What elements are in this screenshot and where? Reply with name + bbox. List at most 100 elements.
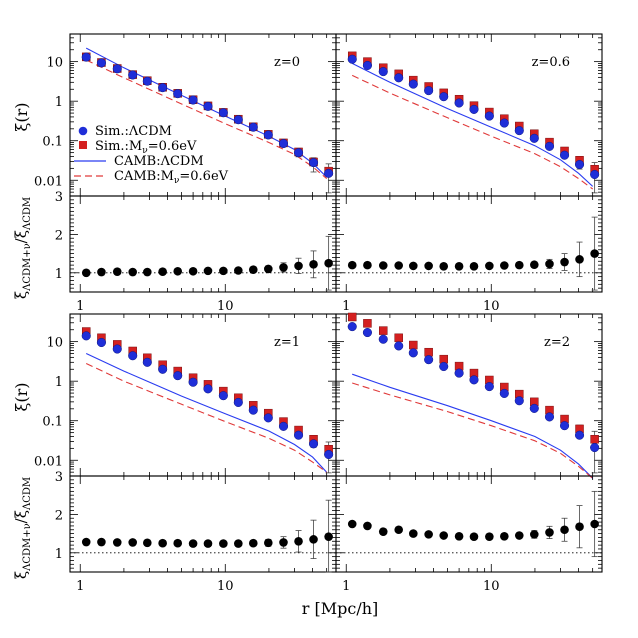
panel-z1-point-sim-lcdm [112,344,122,354]
y-axis-label-top: ξ(r) [12,103,31,132]
panel-z06-point-sim-lcdm [378,67,388,77]
panel-z06-point-sim-lcdm [499,118,509,128]
panel-ratio-z1-point-ratio [264,538,273,548]
panel-z06-point-sim-lcdm [514,126,524,136]
panel-ratio-z06-point-ratio [454,261,464,271]
panel-ratio-z0-point-ratio [264,264,273,274]
panel-ratio-z06-frame [335,195,603,293]
legend-entry-sim-nu: Sim.:Mν=0.6eV [79,139,197,156]
panel-z2-point-sim-lcdm [544,412,555,422]
panel-ratio-z06-point-ratio [363,260,372,270]
panel-ratio-z0-point-ratio [203,266,213,276]
panel-ratio-z06-point-ratio [394,261,404,270]
panel-ratio-z2-point-ratio [454,531,464,541]
panel-z0-point-sim-lcdm [263,130,273,140]
panel-z1-point-sim-lcdm [128,351,138,361]
y-axis-label-ratio-upper: ξΛCDM+ν/ξΛCDM [12,197,33,299]
panel-ratio-z06-point-ratio [469,261,479,271]
panel-ratio-z1-point-ratio [143,538,152,548]
panel-z0-point-sim-lcdm [248,122,258,132]
panel-z0-point-sim-lcdm [218,108,228,118]
panel-z2-point-sim-nu [424,347,433,357]
panel-ratio-z06-point-ratio [545,259,554,269]
panel-ratio-z2-point-ratio [409,529,418,538]
panel-ratio-z0-point-ratio [143,267,152,277]
panel-z0-redshift-label: z=0 [274,55,300,70]
panel-ratio-z1-point-ratio [97,537,106,547]
legend-label-sim-lcdm: Sim.:ΛCDM [95,124,172,139]
panel-ratio-z0-point-ratio [188,266,198,276]
panel-ratio-z06-point-ratio [500,261,509,270]
panel-z0-point-sim-lcdm [81,52,91,62]
panel-ratio-z1-frame [69,475,337,573]
panel-ratio-z0-point-ratio [128,267,138,277]
panel-z06-point-sim-lcdm [574,159,585,170]
panel-ratio-z2-point-ratio [560,525,569,535]
legend-entry-sim-lcdm: Sim.:ΛCDM [78,124,172,139]
legend-label-sim-nu: Sim.:Mν=0.6eV [95,139,197,156]
panel-ratio-z1-point-ratio [112,538,122,547]
panel-ratio-z2-frame [335,475,603,573]
panel-ratio-z2-point-ratio [485,532,494,541]
panel-z06-point-sim-lcdm [347,54,357,64]
panel-ratio-z0-point-ratio [81,268,91,278]
panel-ratio-z0-ytick-label: 2 [55,228,63,243]
panel-ratio-z0-point-ratio [97,267,106,277]
panel-ratio-z0-point-ratio [279,263,288,272]
panel-ratio-z2-point-ratio [378,527,388,536]
panel-ratio-z0-ytick-label: 3 [55,190,63,205]
legend: Sim.:ΛCDM Sim.:Mν=0.6eV CAMB:ΛCDM CAMB:M… [74,124,229,186]
panel-ratio-z2-point-ratio [514,531,524,540]
panel-z0-point-sim-lcdm [188,95,198,105]
panel-ratio-z1-point-ratio [248,538,258,548]
panel-z2-curve-camb_nu [352,382,594,479]
panel-ratio-z0-point-ratio [219,266,228,276]
panel-z0-point-sim-lcdm [158,83,168,93]
panel-ratio-z0-xtick-label: 10 [217,299,234,314]
panel-z06-point-sim-lcdm [394,73,404,83]
panel-ratio-z1-point-ratio [234,539,243,548]
panel-ratio-z1-point-ratio [203,539,213,548]
panel-z0-point-sim-lcdm [128,70,138,80]
panel-ratio-z06-point-ratio [409,261,418,271]
panel-ratio-z06-point-ratio [560,257,569,267]
legend-marker-square [79,141,87,149]
panel-z0-point-sim-lcdm [112,64,122,74]
panel-ratio-z0-point-ratio [324,258,333,268]
legend-label-camb-lcdm: CAMB:ΛCDM [114,154,204,169]
panel-z0-point-sim-lcdm [142,76,152,86]
panel-ratio-z0-point-ratio [173,266,183,276]
panel-ratio-z1-xtick-label: 1 [76,579,84,594]
panel-ratio-z06-point-ratio [530,260,539,270]
panel-ratio-z2-point-ratio [545,528,554,537]
panel-z1-point-sim-lcdm [233,397,243,407]
panels-group: 10 1 0.1 0.01 z=0 z=0.6 10 1 0.1 0.01 z=1 z=2 1 10 3 2 1… [34,33,603,594]
panel-ratio-z06-xtick-label: 10 [483,299,500,314]
panel-z2-point-sim-lcdm [454,368,464,378]
y-axis-label-ratio-lower: ξΛCDM+ν/ξΛCDM [12,477,33,579]
y-axis-label-top-lower: ξ(r) [12,383,31,412]
panel-z1-point-sim-lcdm [81,331,91,341]
panel-ratio-z1-point-ratio [128,538,138,547]
panel-z0-ytick-label: 0.1 [42,135,63,150]
panel-z06-point-sim-lcdm [469,104,479,114]
panel-z2-point-sim-lcdm [499,388,509,398]
panel-ratio-z06-point-ratio [575,255,584,264]
panel-ratio-z1-ytick-label: 2 [55,508,63,523]
panel-z06-point-sim-lcdm [529,133,539,143]
panel-ratio-z06-point-ratio [439,261,449,271]
panel-z1-point-sim-lcdm [324,449,334,460]
panel-ratio-z1-ytick-label: 1 [55,547,63,562]
panel-z1-ytick-label: 0.01 [34,454,63,469]
panel-ratio-z2-point-ratio [363,521,372,531]
legend-entry-camb-lcdm: CAMB:ΛCDM [74,154,204,169]
panel-ratio-z06-point-ratio [590,249,599,258]
panel-ratio-z1-xtick-label: 10 [217,579,234,594]
panel-z0-ytick-label: 1 [55,95,63,110]
panel-z2-point-sim-nu [394,333,403,343]
panel-z1-ytick-label: 0.1 [42,415,63,430]
panel-z0-point-sim-lcdm [278,138,289,149]
panel-z06-point-sim-lcdm [454,98,464,108]
panel-z2-point-sim-lcdm [394,341,404,351]
